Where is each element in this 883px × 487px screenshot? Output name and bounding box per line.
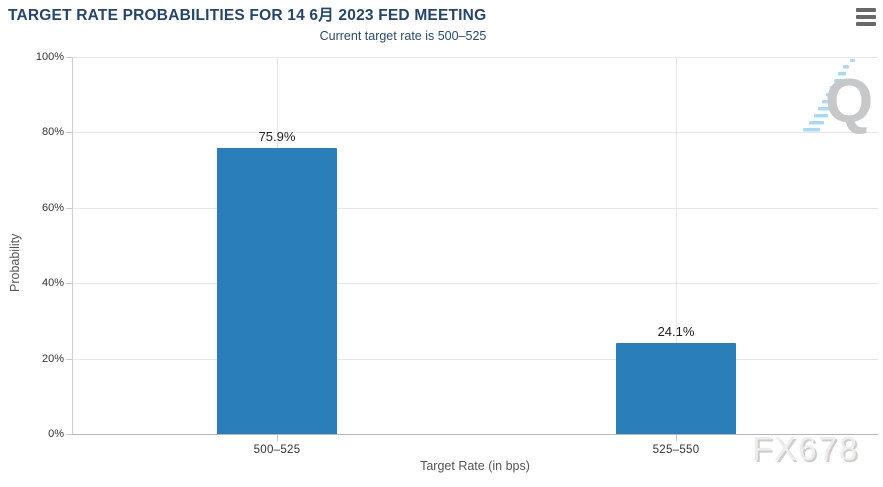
x-tick-label: 525–550 [652, 444, 700, 456]
quikstrike-logo-watermark: Q [803, 59, 873, 134]
gridline-80 [72, 132, 878, 133]
x-tick-label: 500–525 [253, 444, 301, 456]
y-tick-label: 60% [41, 202, 64, 214]
y-tickmark [66, 132, 72, 133]
y-tickmark [66, 57, 72, 58]
x-axis-title: Target Rate (in bps) [420, 459, 530, 473]
y-tick-label: 80% [41, 126, 64, 138]
y-tick-label: 40% [41, 277, 64, 289]
bar-525-550[interactable] [616, 343, 736, 434]
gridline-cat-2 [676, 57, 677, 434]
gridline-60 [72, 208, 878, 209]
x-axis-line [72, 434, 878, 435]
gridline-40 [72, 283, 878, 284]
fx678-watermark: FX678 [752, 430, 860, 467]
hamburger-icon [855, 8, 877, 26]
gridline-100 [72, 57, 878, 58]
y-tickmark [66, 283, 72, 284]
q-letter: Q [825, 67, 873, 134]
y-tickmark [66, 434, 72, 435]
bar-value-label: 75.9% [258, 129, 296, 144]
bar-value-label: 24.1% [657, 324, 695, 339]
y-tick-label: 0% [48, 428, 64, 440]
x-tickmark [277, 435, 278, 441]
gridline-20 [72, 359, 878, 360]
chart-context-menu-button[interactable] [855, 8, 877, 28]
y-tick-label: 100% [35, 51, 64, 63]
bar-500-525[interactable] [217, 148, 337, 434]
x-tickmark [676, 435, 677, 441]
y-tickmark [66, 359, 72, 360]
chart-subtitle: Current target rate is 500–525 [319, 29, 487, 43]
chart-title: TARGET RATE PROBABILITIES FOR 14 6月 2023… [8, 7, 487, 24]
y-axis-title: Probability [8, 233, 22, 292]
y-tickmark [66, 208, 72, 209]
y-axis-line [72, 57, 73, 434]
y-tick-label: 20% [41, 353, 64, 365]
